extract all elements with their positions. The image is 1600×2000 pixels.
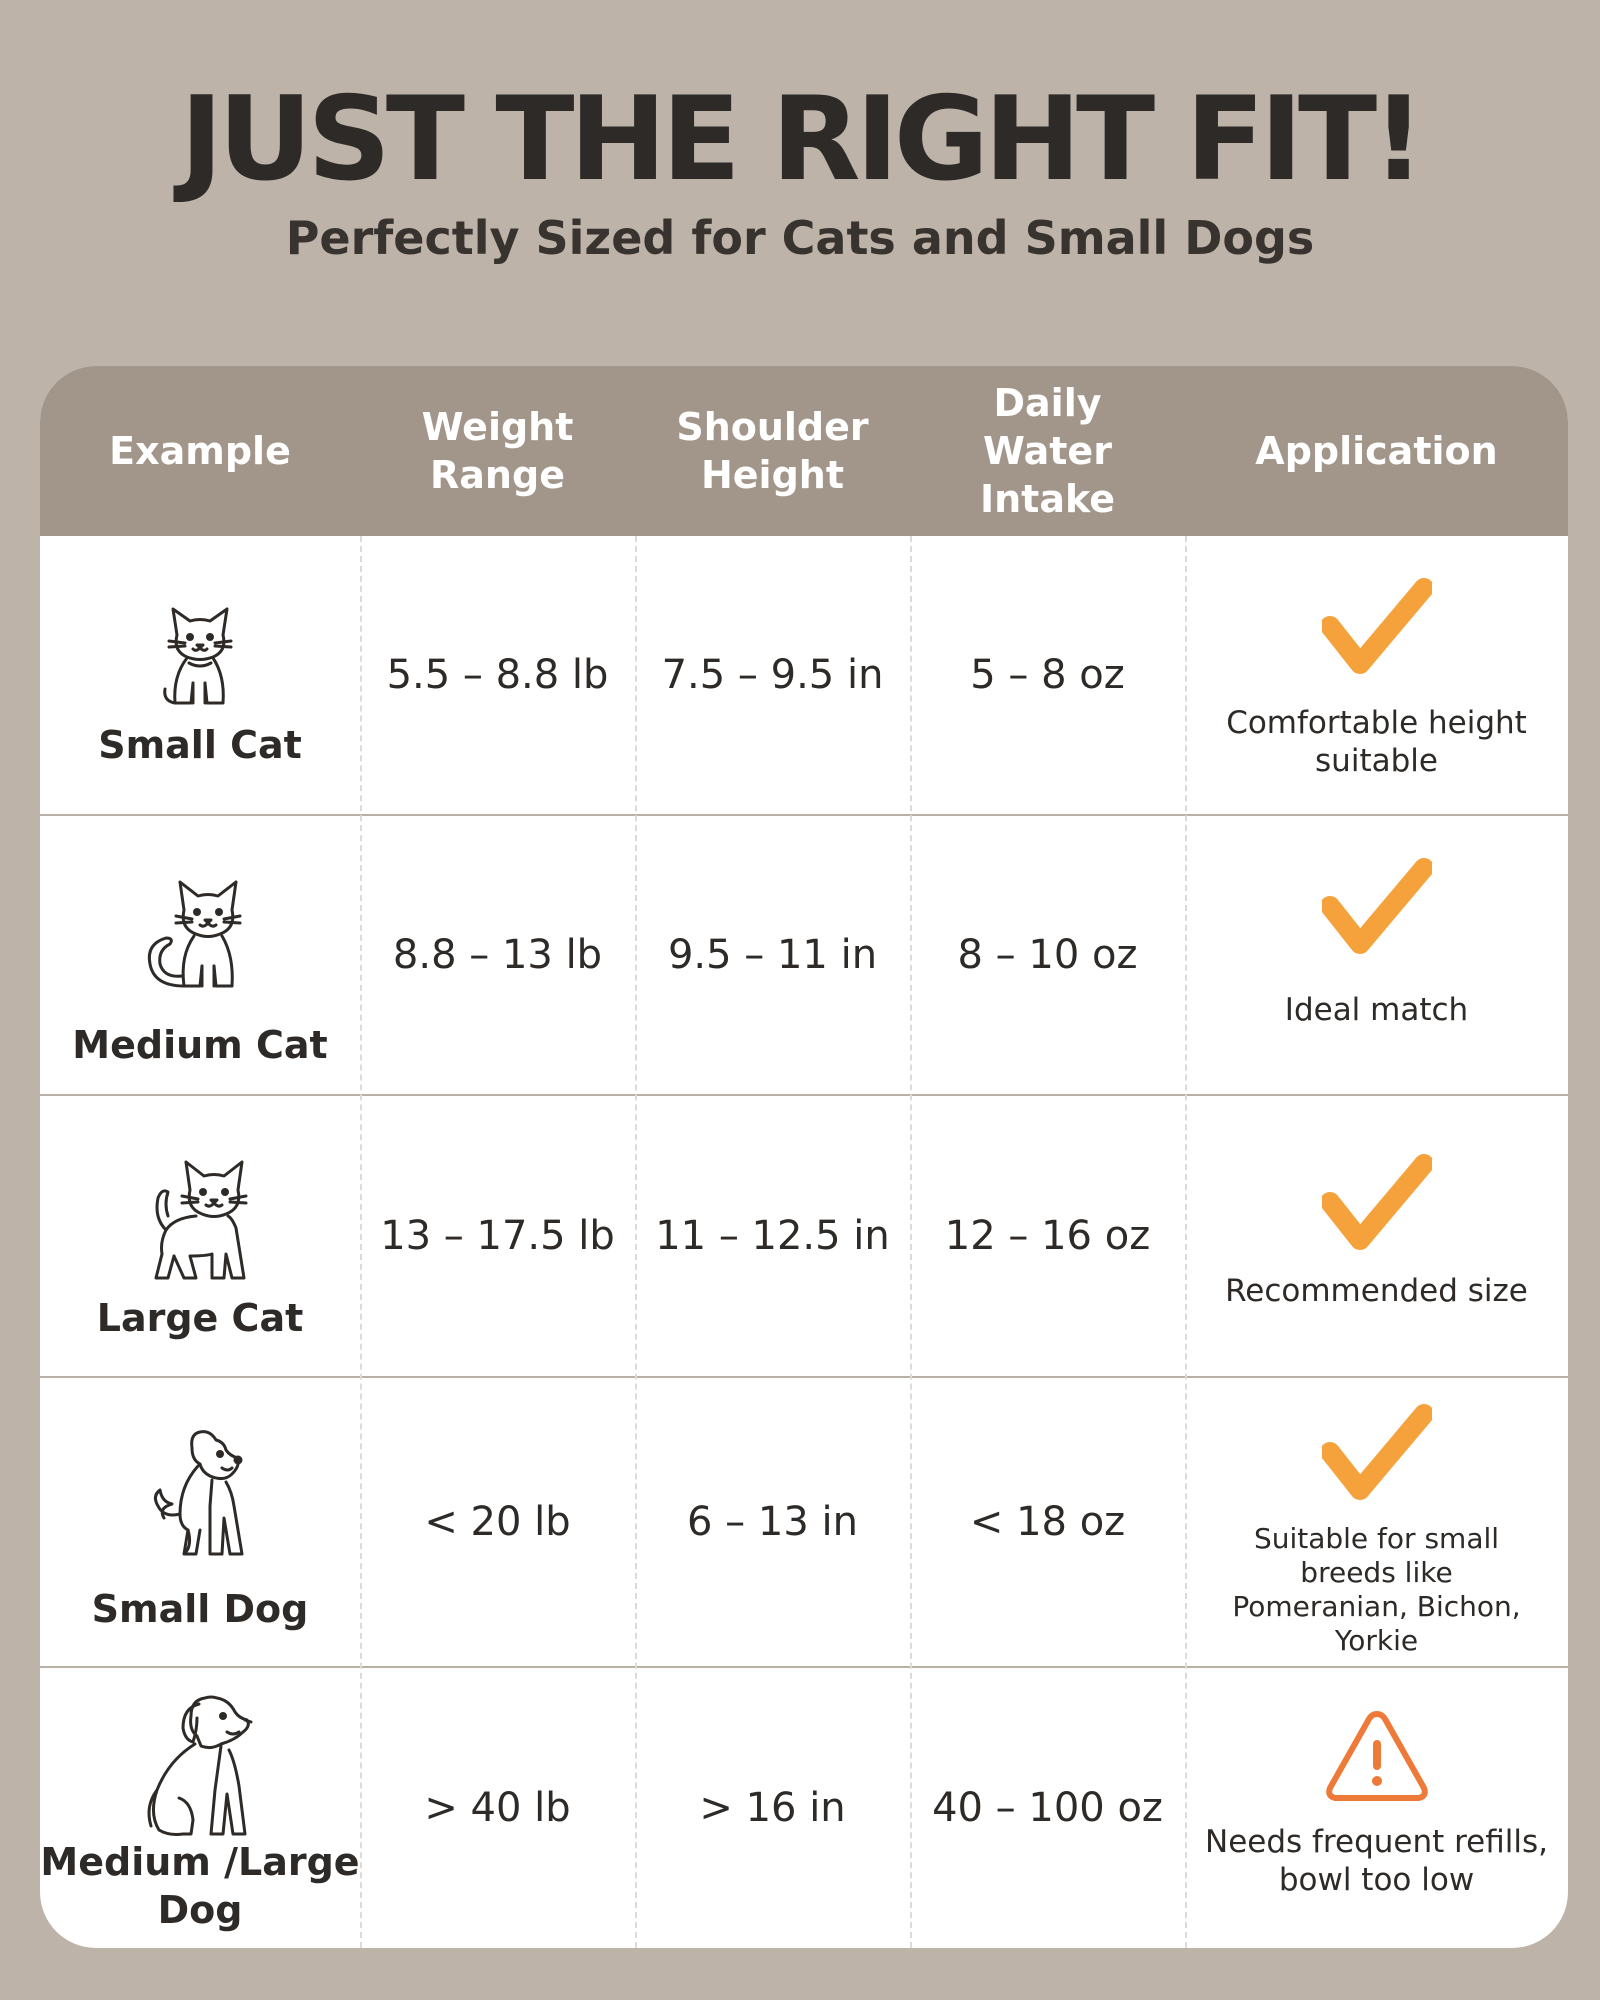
column-header-application: Application <box>1255 429 1498 473</box>
shoulder-height-cell: 11 – 12.5 in <box>655 1213 890 1259</box>
application-text: Ideal match <box>1284 992 1469 1028</box>
example-cell: Small Cat <box>40 536 360 814</box>
pet-name: Large Cat <box>96 1296 304 1340</box>
weight-range-cell: 13 – 17.5 lb <box>380 1213 615 1259</box>
table-row: Medium Cat 8.8 – 13 lb 9.5 – 11 in 8 – 1… <box>40 816 1568 1096</box>
checkmark-icon <box>1321 578 1432 674</box>
table-header: Example Weight Range Shoulder Height Dai… <box>40 366 1568 536</box>
column-header-height: Shoulder Height <box>676 405 869 497</box>
column-divider <box>360 536 362 1948</box>
checkmark-icon <box>1321 1154 1432 1250</box>
column-header-example: Example <box>109 429 291 473</box>
page-subtitle: Perfectly Sized for Cats and Small Dogs <box>285 211 1315 265</box>
pet-name: Medium /Large Dog <box>40 1840 360 1932</box>
application-text: Needs frequent refills, bowl too low <box>1205 1824 1549 1898</box>
example-cell: Medium /Large Dog <box>40 1668 360 1948</box>
column-header-water: Daily Water Intake <box>979 381 1116 521</box>
example-cell: Medium Cat <box>40 816 360 1094</box>
application-cell: Ideal match <box>1185 816 1568 1094</box>
example-cell: Small Dog <box>40 1378 360 1666</box>
water-intake-cell: 5 – 8 oz <box>970 652 1125 698</box>
application-cell: Comfortable height suitable <box>1185 536 1568 814</box>
pet-name: Medium Cat <box>72 1023 328 1067</box>
weight-range-cell: 8.8 – 13 lb <box>392 932 603 978</box>
application-text: Suitable for small breeds like Pomerania… <box>1232 1522 1521 1657</box>
table-row: Medium /Large Dog > 40 lb > 16 in 40 – 1… <box>40 1668 1568 1948</box>
medium-cat-icon <box>147 880 242 988</box>
shoulder-height-cell: 7.5 – 9.5 in <box>661 652 884 698</box>
page-title: JUST THE RIGHT FIT! <box>180 72 1425 207</box>
application-text: Recommended size <box>1225 1273 1528 1309</box>
size-table: Example Weight Range Shoulder Height Dai… <box>40 366 1568 1948</box>
table-row: Small Dog < 20 lb 6 – 13 in < 18 oz Suit… <box>40 1378 1568 1668</box>
pet-name: Small Cat <box>98 723 302 767</box>
large-dog-icon <box>147 1695 253 1836</box>
water-intake-cell: 8 – 10 oz <box>957 932 1138 978</box>
table-row: Small Cat 5.5 – 8.8 lb 7.5 – 9.5 in 5 – … <box>40 536 1568 816</box>
table-row: Large Cat 13 – 17.5 lb 11 – 12.5 in 12 –… <box>40 1096 1568 1378</box>
shoulder-height-cell: 6 – 13 in <box>687 1499 858 1545</box>
water-intake-cell: < 18 oz <box>969 1499 1126 1545</box>
example-cell: Large Cat <box>40 1096 360 1376</box>
application-cell: Needs frequent refills, bowl too low <box>1185 1668 1568 1948</box>
column-divider <box>1185 536 1187 1948</box>
weight-range-cell: > 40 lb <box>424 1785 571 1831</box>
water-intake-cell: 40 – 100 oz <box>932 1785 1163 1831</box>
small-dog-icon <box>153 1430 244 1556</box>
column-divider <box>910 536 912 1948</box>
application-cell: Recommended size <box>1185 1096 1568 1376</box>
column-header-weight: Weight Range <box>421 405 574 497</box>
small-cat-icon <box>163 607 233 705</box>
checkmark-icon <box>1321 1404 1432 1500</box>
application-text: Comfortable height suitable <box>1226 705 1527 779</box>
shoulder-height-cell: > 16 in <box>699 1785 846 1831</box>
large-cat-icon <box>154 1160 248 1280</box>
pet-name: Small Dog <box>91 1587 309 1631</box>
weight-range-cell: 5.5 – 8.8 lb <box>386 652 609 698</box>
checkmark-icon <box>1321 858 1432 954</box>
shoulder-height-cell: 9.5 – 11 in <box>667 932 878 978</box>
water-intake-cell: 12 – 16 oz <box>944 1213 1151 1259</box>
warning-icon <box>1325 1711 1428 1801</box>
application-cell: Suitable for small breeds like Pomerania… <box>1185 1378 1568 1666</box>
weight-range-cell: < 20 lb <box>424 1499 571 1545</box>
column-divider <box>635 536 637 1948</box>
